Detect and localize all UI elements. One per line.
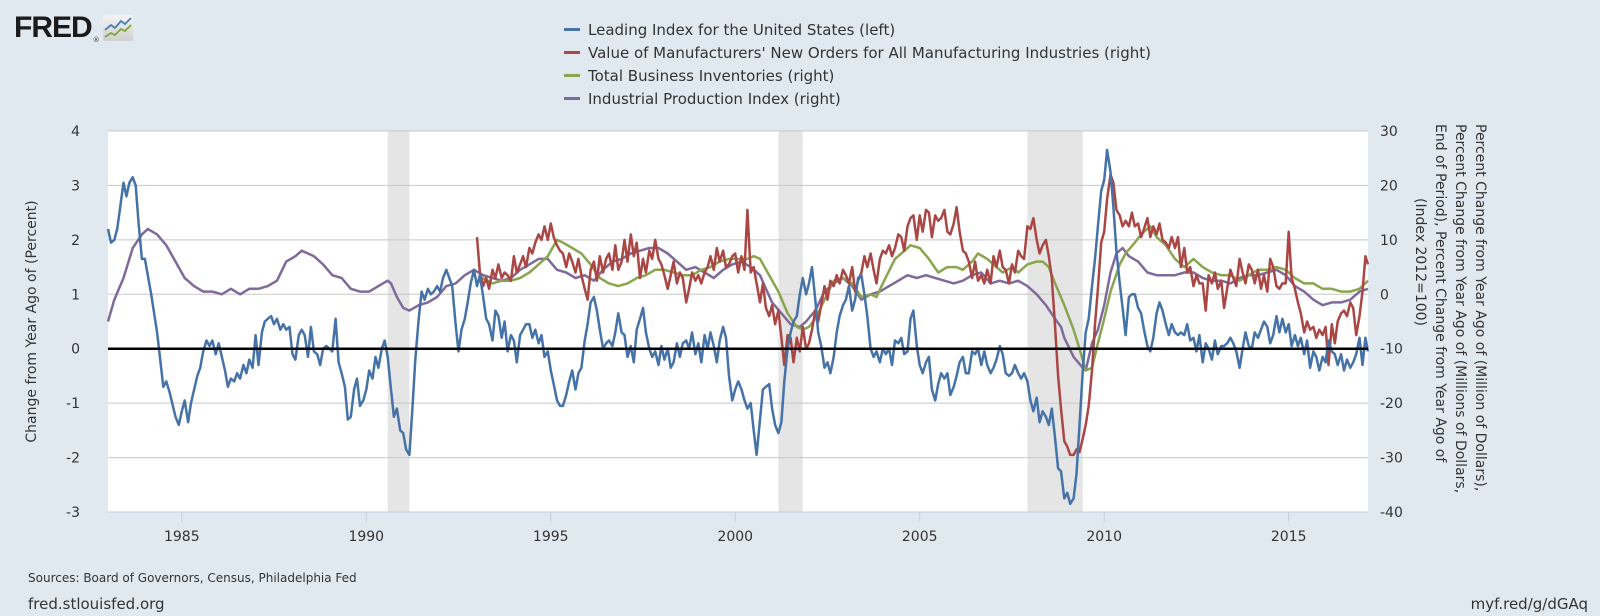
y-tick-label-left: 3 [71, 178, 80, 194]
y-axis-right-title-line: (Index 2012=100) [1412, 198, 1428, 326]
site-link[interactable]: fred.stlouisfed.org [28, 595, 165, 613]
recession-bar [387, 131, 410, 512]
x-axis: 1985 1990 1995 2000 2005 2010 2015 [108, 511, 1368, 545]
legend-item[interactable]: Leading Index for the United States (lef… [562, 18, 1151, 41]
y-tick-label-left: 0 [71, 342, 80, 358]
y-tick-label-left: 2 [71, 233, 80, 249]
series-line-1[interactable] [475, 173, 1370, 457]
legend-item[interactable]: Value of Manufacturers' New Orders for A… [562, 41, 1151, 64]
legend-label: Value of Manufacturers' New Orders for A… [588, 43, 1151, 62]
y-tick-label-left: 1 [71, 287, 80, 303]
y-tick-label-left: 4 [71, 124, 80, 140]
y-tick-label-right: -20 [1380, 396, 1403, 412]
series-line-3[interactable] [106, 227, 1369, 372]
y-axis-right: 30 20 10 0 -10 -20 -30 -40 [1380, 124, 1403, 521]
y-tick-label-right: -40 [1380, 505, 1403, 521]
y-tick-label-right: 30 [1380, 124, 1398, 140]
x-tick-label: 2000 [717, 529, 753, 545]
legend-label: Total Business Inventories (right) [588, 66, 835, 85]
sources-note: Sources: Board of Governors, Census, Phi… [28, 571, 357, 585]
y-axis-right-title-line: End of Period), Percent Change from Year… [1432, 124, 1448, 463]
y-axis-left: 4 3 2 1 0 -1 -2 -3 [66, 124, 80, 521]
gridlines [108, 130, 1368, 459]
plot-background [108, 131, 1368, 512]
legend-swatch-new-orders [564, 51, 580, 54]
y-tick-label-right: 10 [1380, 233, 1398, 249]
y-tick-label-right: 0 [1380, 287, 1389, 303]
y-axis-right-title-line: Percent Change from Year Ago of (Million… [1452, 124, 1468, 493]
y-tick-label-right: 20 [1380, 178, 1398, 194]
short-link[interactable]: myf.red/g/dGAq [1470, 595, 1588, 613]
logo-registered-mark: ® [92, 36, 100, 44]
y-tick-label-left: -2 [66, 451, 80, 467]
y-tick-label-left: -3 [66, 505, 80, 521]
x-tick-label: 1990 [348, 529, 384, 545]
chart-logo-icon [102, 15, 133, 41]
y-axis-left-title: Change from Year Ago of (Percent) [24, 200, 40, 442]
legend-label: Industrial Production Index (right) [588, 89, 841, 108]
x-tick-label: 1985 [164, 529, 200, 545]
legend-label: Leading Index for the United States (lef… [588, 20, 896, 39]
logo-text: FRED [14, 11, 93, 44]
legend-item[interactable]: Total Business Inventories (right) [562, 64, 1151, 87]
series-lines [106, 148, 1370, 506]
x-tick-label: 2015 [1271, 529, 1307, 545]
y-axis-right-title: Percent Change from Year Ago of (Million… [1412, 124, 1488, 493]
legend-swatch-inventories [564, 74, 580, 77]
x-tick-label: 1995 [533, 529, 569, 545]
series-line-2[interactable] [476, 225, 1369, 372]
series-line-0[interactable] [106, 148, 1370, 506]
y-axis-right-title-line: Percent Change from Year Ago of (Million… [1472, 124, 1488, 491]
recession-bar [778, 131, 803, 512]
x-tick-label: 2005 [902, 529, 938, 545]
chart-legend: Leading Index for the United States (lef… [562, 18, 1151, 110]
fred-logo[interactable]: FRED ® [14, 10, 133, 46]
y-tick-label-left: -1 [66, 396, 80, 412]
legend-swatch-leading-index [564, 28, 580, 31]
legend-item[interactable]: Industrial Production Index (right) [562, 87, 1151, 110]
y-tick-label-right: -30 [1380, 451, 1403, 467]
x-tick-label: 2010 [1086, 529, 1122, 545]
y-tick-label-right: -10 [1380, 342, 1403, 358]
legend-swatch-industrial-production [564, 97, 580, 100]
